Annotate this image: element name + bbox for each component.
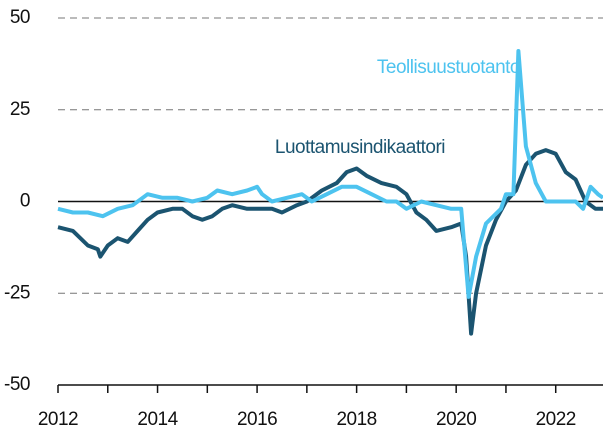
- x-tick-label: 2014: [137, 409, 178, 430]
- legend-label: Teollisuustuotanto: [377, 57, 520, 78]
- legend-label: Luottamusindikaattori: [275, 137, 445, 158]
- line-series: [57, 49, 603, 299]
- y-tick-label: -50: [4, 374, 30, 395]
- y-tick-label: 0: [20, 191, 30, 212]
- x-tick-label: 2020: [436, 409, 476, 430]
- x-tick-label: 2018: [336, 409, 376, 430]
- y-tick-label: 50: [10, 7, 30, 28]
- x-tick-label: 2012: [38, 409, 78, 430]
- y-tick-label: 25: [10, 99, 30, 120]
- x-tick-label: 2016: [237, 409, 277, 430]
- line-series: [57, 148, 603, 336]
- x-tick-label: 2022: [536, 409, 576, 430]
- y-tick-label: -25: [4, 282, 30, 303]
